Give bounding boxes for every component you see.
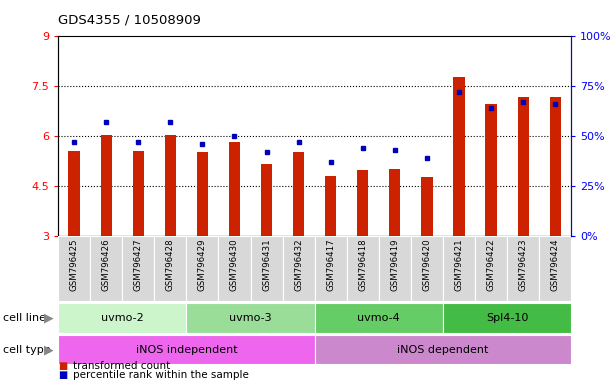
- Bar: [315, 236, 347, 301]
- Bar: [197, 152, 208, 236]
- Text: Spl4-10: Spl4-10: [486, 313, 529, 323]
- Text: transformed count: transformed count: [73, 361, 170, 371]
- Text: uvmo-2: uvmo-2: [101, 313, 144, 323]
- Bar: [357, 170, 368, 236]
- Bar: [261, 164, 272, 236]
- Bar: [315, 303, 443, 333]
- Bar: [58, 335, 315, 364]
- Bar: [68, 151, 79, 236]
- Text: GSM796423: GSM796423: [519, 238, 528, 291]
- Text: ▶: ▶: [44, 311, 54, 324]
- Bar: [379, 236, 411, 301]
- Text: uvmo-3: uvmo-3: [229, 313, 272, 323]
- Text: GDS4355 / 10508909: GDS4355 / 10508909: [58, 13, 201, 26]
- Bar: [101, 135, 112, 236]
- Bar: [58, 236, 90, 301]
- Text: cell type: cell type: [3, 345, 51, 355]
- Bar: [133, 151, 144, 236]
- Text: ▶: ▶: [44, 343, 54, 356]
- Bar: [453, 77, 464, 236]
- Bar: [475, 236, 507, 301]
- Bar: [507, 236, 540, 301]
- Text: GSM796432: GSM796432: [294, 238, 303, 291]
- Text: GSM796425: GSM796425: [70, 238, 79, 291]
- Bar: [219, 236, 251, 301]
- Bar: [186, 303, 315, 333]
- Bar: [186, 236, 219, 301]
- Bar: [325, 175, 336, 236]
- Text: GSM796428: GSM796428: [166, 238, 175, 291]
- Bar: [443, 236, 475, 301]
- Text: GSM796417: GSM796417: [326, 238, 335, 291]
- Bar: [411, 236, 443, 301]
- Bar: [293, 152, 304, 236]
- Bar: [58, 303, 186, 333]
- Bar: [251, 236, 283, 301]
- Bar: [165, 135, 176, 236]
- Bar: [315, 335, 571, 364]
- Text: GSM796424: GSM796424: [551, 238, 560, 291]
- Bar: [550, 97, 561, 236]
- Bar: [389, 169, 400, 236]
- Bar: [347, 236, 379, 301]
- Bar: [486, 104, 497, 236]
- Text: ■: ■: [58, 370, 67, 380]
- Bar: [229, 142, 240, 236]
- Text: GSM796422: GSM796422: [486, 238, 496, 291]
- Bar: [155, 236, 186, 301]
- Text: GSM796429: GSM796429: [198, 238, 207, 291]
- Bar: [90, 236, 122, 301]
- Bar: [518, 97, 529, 236]
- Bar: [422, 177, 433, 236]
- Text: ■: ■: [58, 361, 67, 371]
- Bar: [540, 236, 571, 301]
- Bar: [283, 236, 315, 301]
- Text: GSM796426: GSM796426: [101, 238, 111, 291]
- Text: GSM796427: GSM796427: [134, 238, 143, 291]
- Text: iNOS independent: iNOS independent: [136, 345, 237, 355]
- Text: GSM796419: GSM796419: [390, 238, 400, 291]
- Bar: [122, 236, 155, 301]
- Text: GSM796420: GSM796420: [422, 238, 431, 291]
- Text: GSM796430: GSM796430: [230, 238, 239, 291]
- Text: GSM796431: GSM796431: [262, 238, 271, 291]
- Text: uvmo-4: uvmo-4: [357, 313, 400, 323]
- Text: GSM796418: GSM796418: [358, 238, 367, 291]
- Text: percentile rank within the sample: percentile rank within the sample: [73, 370, 249, 380]
- Text: cell line: cell line: [3, 313, 46, 323]
- Bar: [443, 303, 571, 333]
- Text: GSM796421: GSM796421: [455, 238, 464, 291]
- Text: iNOS dependent: iNOS dependent: [397, 345, 489, 355]
